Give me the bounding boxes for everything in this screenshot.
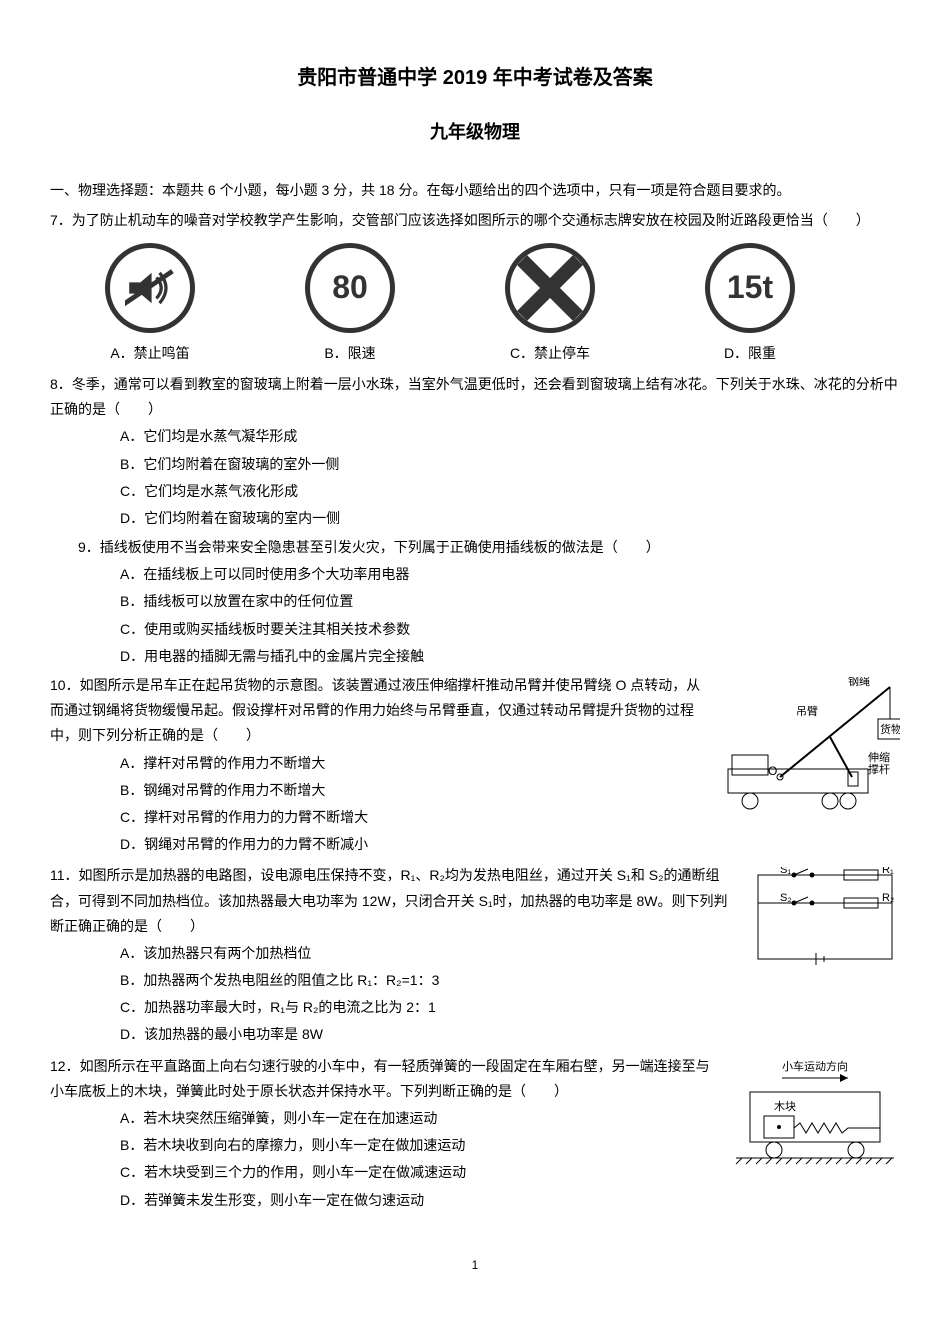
- title-sub: 九年级物理: [50, 116, 900, 148]
- q8-opt-a: A．它们均是水蒸气凝华形成: [120, 424, 900, 449]
- q10-opt-d: D．钢绳对吊臂的作用力的力臂不断减小: [120, 832, 900, 857]
- q8-stem: 8．冬季，通常可以看到教室的窗玻璃上附着一层小水珠，当室外气温更低时，还会看到窗…: [50, 372, 900, 422]
- sign-d-text: 15t: [727, 259, 773, 317]
- section-intro: 一、物理选择题：本题共 6 个小题，每小题 3 分，共 18 分。在每小题给出的…: [50, 178, 900, 203]
- weight-limit-icon: 15t: [705, 243, 795, 333]
- q9-opt-c: C．使用或购买插线板时要关注其相关技术参数: [120, 617, 900, 642]
- q9-options: A．在插线板上可以同时使用多个大功率用电器 B．插线板可以放置在家中的任何位置 …: [50, 562, 900, 669]
- q10-label-chenggan: 撑杆: [868, 762, 890, 776]
- sign-b: 80 B．限速: [290, 243, 410, 366]
- q12-label-mukuai: 木块: [774, 1100, 796, 1113]
- question-7: 7．为了防止机动车的噪音对学校教学产生影响，交管部门应该选择如图所示的哪个交通标…: [50, 208, 900, 366]
- question-9: 9．插线板使用不当会带来安全隐患甚至引发火灾，下列属于正确使用插线板的做法是（ …: [50, 535, 900, 669]
- title-main: 贵阳市普通中学 2019 年中考试卷及答案: [50, 60, 900, 96]
- q7-signs-row: A．禁止鸣笛 80 B．限速 C．禁止停车 15t D．限重: [90, 243, 900, 366]
- sign-c: C．禁止停车: [490, 243, 610, 366]
- no-horn-icon: [105, 243, 195, 333]
- q11-opt-c: C．加热器功率最大时，R₁与 R₂的电流之比为 2：1: [120, 995, 900, 1020]
- sign-c-label: C．禁止停车: [510, 341, 590, 366]
- question-12: 小车运动方向 木块 12．如图所示在平直路面上向右匀速行驶的小车中，有: [50, 1054, 900, 1215]
- q9-opt-b: B．插线板可以放置在家中的任何位置: [120, 589, 900, 614]
- q10-label-huowu: 货物: [880, 722, 900, 736]
- q8-opt-b: B．它们均附着在窗玻璃的室外一侧: [120, 452, 900, 477]
- q9-opt-d: D．用电器的插脚无需与插孔中的金属片完全接触: [120, 644, 900, 669]
- q8-opt-c: C．它们均是水蒸气液化形成: [120, 479, 900, 504]
- q10-label-diaobi: 吊臂: [796, 705, 818, 718]
- q11-label-r1: R₁: [882, 867, 894, 876]
- q9-opt-a: A．在插线板上可以同时使用多个大功率用电器: [120, 562, 900, 587]
- sign-a: A．禁止鸣笛: [90, 243, 210, 366]
- q9-stem: 9．插线板使用不当会带来安全隐患甚至引发火灾，下列属于正确使用插线板的做法是（ …: [50, 535, 900, 560]
- sign-d: 15t D．限重: [690, 243, 810, 366]
- q10-label-ganglv: 钢绳: [848, 677, 870, 688]
- q12-label-direction: 小车运动方向: [782, 1059, 848, 1073]
- q10-label-o: O: [768, 764, 777, 778]
- q10-figure: O 钢绳 吊臂 货物 伸缩 撑杆: [720, 677, 900, 825]
- question-10: O 钢绳 吊臂 货物 伸缩 撑杆 10．如图所示是吊车正在起吊货物的示意图。该装…: [50, 673, 900, 859]
- q11-figure: S₁ S₂ R₁ R₂: [750, 867, 900, 975]
- speed-limit-icon: 80: [305, 243, 395, 333]
- q11-label-r2: R₂: [882, 892, 894, 904]
- q12-figure: 小车运动方向 木块: [730, 1058, 900, 1176]
- q7-stem: 7．为了防止机动车的噪音对学校教学产生影响，交管部门应该选择如图所示的哪个交通标…: [50, 208, 900, 233]
- sign-b-label: B．限速: [324, 341, 375, 366]
- q8-options: A．它们均是水蒸气凝华形成 B．它们均附着在窗玻璃的室外一侧 C．它们均是水蒸气…: [50, 424, 900, 531]
- q8-opt-d: D．它们均附着在窗玻璃的室内一侧: [120, 506, 900, 531]
- q12-opt-d: D．若弹簧未发生形变，则小车一定在做匀速运动: [120, 1188, 900, 1213]
- q11-opt-d: D．该加热器的最小电功率是 8W: [120, 1022, 900, 1047]
- q11-label-s1: S₁: [780, 867, 791, 876]
- q10-label-shensuo: 伸缩: [868, 751, 890, 764]
- question-8: 8．冬季，通常可以看到教室的窗玻璃上附着一层小水珠，当室外气温更低时，还会看到窗…: [50, 372, 900, 531]
- sign-a-label: A．禁止鸣笛: [110, 341, 189, 366]
- sign-d-label: D．限重: [724, 341, 776, 366]
- page-number: 1: [50, 1255, 900, 1277]
- q11-label-s2: S₂: [780, 892, 792, 904]
- no-parking-icon: [505, 243, 595, 333]
- question-11: S₁ S₂ R₁ R₂ 11．如图所示是加热器的电路图，设电源电压保持不变，R₁…: [50, 863, 900, 1049]
- sign-b-text: 80: [332, 259, 368, 317]
